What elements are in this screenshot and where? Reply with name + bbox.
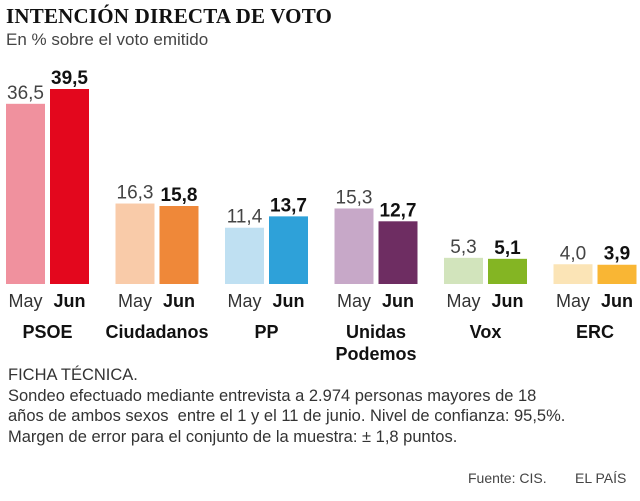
bar-may-3 [225,227,264,284]
chart-title: INTENCIÓN DIRECTA DE VOTO [6,4,333,28]
month-label-jun-2: Jun [163,291,195,311]
category-label-6: ERC [576,322,614,342]
value-label-jun-4: 12,7 [380,200,417,221]
month-label-jun-4: Jun [382,291,414,311]
ficha-line-2: años de ambos sexos entre el 1 y el 11 d… [8,407,566,425]
month-label-jun-1: Jun [53,291,85,311]
source-note: Fuente: CIS. [468,470,547,486]
value-label-may-4: 15,3 [336,187,373,208]
bar-chart: 36,5 May 39,5 Jun PSOE 16,3 May 15,8 Jun Ciudadan… [6,68,637,364]
category-label-1: PSOE [22,322,72,342]
month-label-may-4: May [337,291,371,311]
chart-subtitle: En % sobre el voto emitido [6,30,209,49]
bar-may-6 [553,264,593,284]
ficha-heading: FICHA TÉCNICA. [8,366,138,384]
bar-may-5 [444,257,483,284]
value-label-may-5: 5,3 [450,237,476,258]
month-label-may-2: May [118,291,152,311]
bar-may-1 [6,103,45,285]
month-label-jun-3: Jun [272,291,304,311]
category-label-4-line-1: Unidas [346,322,406,342]
month-label-may-5: May [446,291,480,311]
month-label-jun-6: Jun [601,291,633,311]
value-label-jun-2: 15,8 [161,185,198,206]
month-label-may-3: May [227,291,261,311]
bar-jun-4 [378,221,418,284]
category-label-2: Ciudadanos [105,322,208,342]
value-label-may-1: 36,5 [7,83,44,104]
value-label-jun-5: 5,1 [494,238,521,259]
ficha-line-1: Sondeo efectuado mediante entrevista a 2… [8,386,537,405]
value-label-jun-1: 39,5 [51,68,88,89]
bar-jun-3 [269,216,308,284]
bar-jun-1 [50,89,89,284]
value-label-may-2: 16,3 [117,183,154,204]
bar-jun-5 [488,258,527,284]
bar-may-2 [115,203,155,284]
bar-jun-2 [159,206,199,284]
bar-jun-6 [597,264,637,284]
ficha-tecnica: FICHA TÉCNICA. Sondeo efectuado mediante… [8,365,633,447]
category-label-4-line-2: Podemos [335,344,416,364]
month-label-may-1: May [8,291,42,311]
value-label-may-6: 4,0 [560,243,586,264]
value-label-jun-3: 13,7 [270,195,307,216]
category-label-5: Vox [470,322,502,342]
value-label-jun-6: 3,9 [604,244,630,265]
value-label-may-3: 11,4 [227,207,263,228]
bar-may-4 [334,208,374,284]
month-label-jun-5: Jun [491,291,523,311]
ficha-line-3: Margen de error para el conjunto de la m… [8,427,458,446]
publisher-credit: EL PAÍS [575,470,627,486]
month-label-may-6: May [556,291,590,311]
category-label-3: PP [254,322,278,342]
